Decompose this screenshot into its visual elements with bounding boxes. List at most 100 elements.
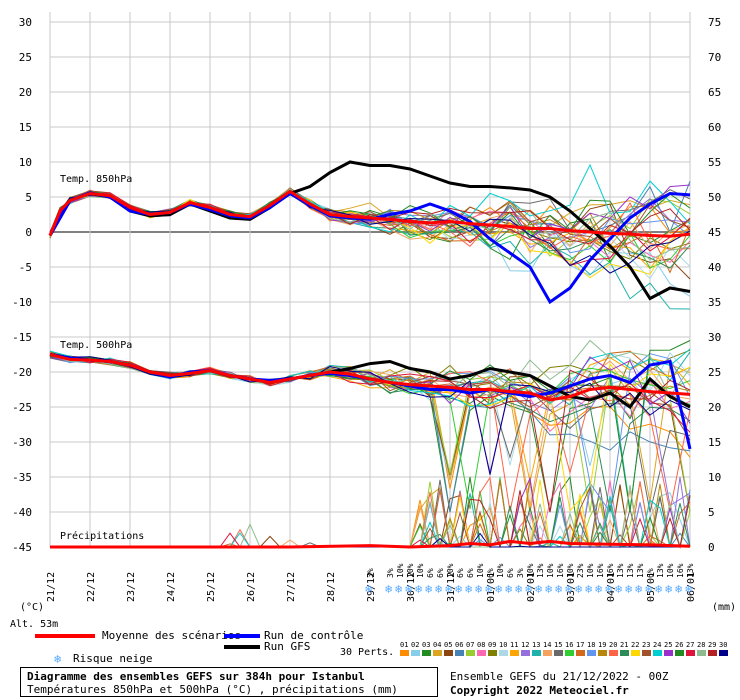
right-tick-label: 75 xyxy=(708,16,721,29)
pert-legend-swatch xyxy=(455,650,464,656)
x-tick-label: 31/12 xyxy=(446,572,457,602)
snow-icon: ❄ xyxy=(685,582,692,596)
right-tick-label: 30 xyxy=(708,331,721,344)
snow-icon: ❄ xyxy=(625,582,632,596)
snow-icon: ❄ xyxy=(495,582,502,596)
snow-pct-label: 10% xyxy=(416,563,425,578)
grid xyxy=(49,12,691,548)
snow-pct-label: 23% xyxy=(576,563,585,578)
perts-label: 30 Perts. xyxy=(340,647,394,658)
pert-legend-swatch xyxy=(565,650,574,656)
left-axis-ticks: 30 25 20 15 10 5 0 -5 -10 -15 -20 -25 -30 -35 -40 -45 xyxy=(12,16,32,554)
pert-legend-label: 22 xyxy=(631,641,639,649)
perturbation-line xyxy=(49,353,691,475)
snow-pct-label: 13% xyxy=(616,563,625,578)
pert-legend-swatch xyxy=(708,650,717,656)
snow-pct-label: 13% xyxy=(536,563,545,578)
x-tick-label: 24/12 xyxy=(166,572,177,602)
snow-icon: ❄ xyxy=(595,582,602,596)
right-axis-unit: (mm) xyxy=(712,602,736,613)
snow-pct-label: 10% xyxy=(406,563,415,578)
snow-icon: ❄ xyxy=(445,582,452,596)
series-t500-moyenne-des-sc-narios xyxy=(49,353,691,402)
pert-legend-swatch xyxy=(719,650,728,656)
pert-legend-label: 30 xyxy=(719,641,727,649)
x-tick-label: 28/12 xyxy=(326,572,337,602)
pert-legend-label: 05 xyxy=(444,641,452,649)
pert-legend-swatch xyxy=(653,650,662,656)
left-tick-label: -45 xyxy=(12,541,32,554)
right-tick-label: 20 xyxy=(708,401,721,414)
series-t850-moyenne-des-sc-narios xyxy=(48,189,691,238)
right-tick-label: 60 xyxy=(708,121,721,134)
snow-pct-label: 10% xyxy=(476,563,485,578)
pert-legend-label: 14 xyxy=(543,641,551,649)
snow-pct-label: 16% xyxy=(596,563,605,578)
snow-pct-label: 6% xyxy=(436,568,445,578)
left-tick-label: -25 xyxy=(12,401,32,414)
perturbation-line xyxy=(49,192,691,267)
snow-icon: ❄ xyxy=(615,582,622,596)
pert-legend-swatch xyxy=(598,650,607,656)
snow-pct-label: 6% xyxy=(466,568,475,578)
snow-icon: ❄ xyxy=(675,582,682,596)
altitude-label: Alt. 53m xyxy=(10,619,58,630)
snow-icon: ❄ xyxy=(505,582,512,596)
pert-legend-label: 04 xyxy=(433,641,441,649)
left-tick-label: 30 xyxy=(19,16,32,29)
x-tick-label: 22/12 xyxy=(86,572,97,602)
pert-legend-label: 17 xyxy=(576,641,584,649)
snow-pct-label: 6% xyxy=(486,568,495,578)
pert-legend-label: 11 xyxy=(510,641,518,649)
left-tick-label: -35 xyxy=(12,471,32,484)
legend-gfs-line xyxy=(224,645,260,649)
x-tick-label: 06/01 xyxy=(686,572,697,602)
snow-icon: ❄ xyxy=(465,582,472,596)
right-tick-label: 50 xyxy=(708,191,721,204)
pert-legend-swatch xyxy=(400,650,409,656)
series-t850-run-gfs xyxy=(48,160,691,301)
right-tick-label: 45 xyxy=(708,226,721,239)
snow-icon: ❄ xyxy=(565,582,572,596)
snow-icon: ❄ xyxy=(585,582,592,596)
left-tick-label: -10 xyxy=(12,296,32,309)
right-tick-label: 15 xyxy=(708,436,721,449)
left-tick-label: -20 xyxy=(12,366,32,379)
right-tick-label: 35 xyxy=(708,296,721,309)
snow-pct-label: 10% xyxy=(396,563,405,578)
snow-pct-label: 16% xyxy=(606,563,615,578)
pert-legend-label: 06 xyxy=(455,641,463,649)
legend-mean-line xyxy=(35,634,95,638)
snow-icon: ❄ xyxy=(635,582,642,596)
x-tick-label: 21/12 xyxy=(46,572,57,602)
right-tick-label: 55 xyxy=(708,156,721,169)
snow-pct-label: 16% xyxy=(676,563,685,578)
snow-pct-label: 10% xyxy=(546,563,555,578)
snow-pct-label: 13% xyxy=(656,563,665,578)
left-tick-label: 5 xyxy=(25,191,32,204)
pert-legend-label: 16 xyxy=(565,641,573,649)
snow-pct-label: 10% xyxy=(666,563,675,578)
pert-legend-swatch xyxy=(554,650,563,656)
right-tick-label: 70 xyxy=(708,51,721,64)
snow-pct-label: 6% xyxy=(426,568,435,578)
pert-legend-label: 15 xyxy=(554,641,562,649)
pert-legend-swatch xyxy=(433,650,442,656)
pert-legend-swatch xyxy=(686,650,695,656)
panel-label-t500: Temp. 500hPa xyxy=(60,340,132,351)
left-tick-label: 0 xyxy=(25,226,32,239)
left-tick-label: 25 xyxy=(19,51,32,64)
pert-legend-label: 02 xyxy=(411,641,419,649)
snow-pct-label: 13% xyxy=(686,563,695,578)
left-tick-label: -30 xyxy=(12,436,32,449)
copyright: Copyright 2022 Meteociel.fr xyxy=(450,684,629,697)
right-tick-label: 25 xyxy=(708,366,721,379)
legend-control-label: Run de contrôle xyxy=(264,629,364,642)
snow-risk-row: ❄3%❄3%❄10%❄10%❄10%❄6%❄6%❄10%❄6%❄6%❄10%❄6… xyxy=(365,563,695,596)
snow-icon: ❄ xyxy=(545,582,552,596)
perturbation-legend: 01 02 03 04 05 06 07 08 09 10 11 12 13 14 15 16 17 18 19 20… xyxy=(400,641,728,656)
legend-control-line xyxy=(224,634,260,638)
pert-legend-label: 26 xyxy=(675,641,683,649)
